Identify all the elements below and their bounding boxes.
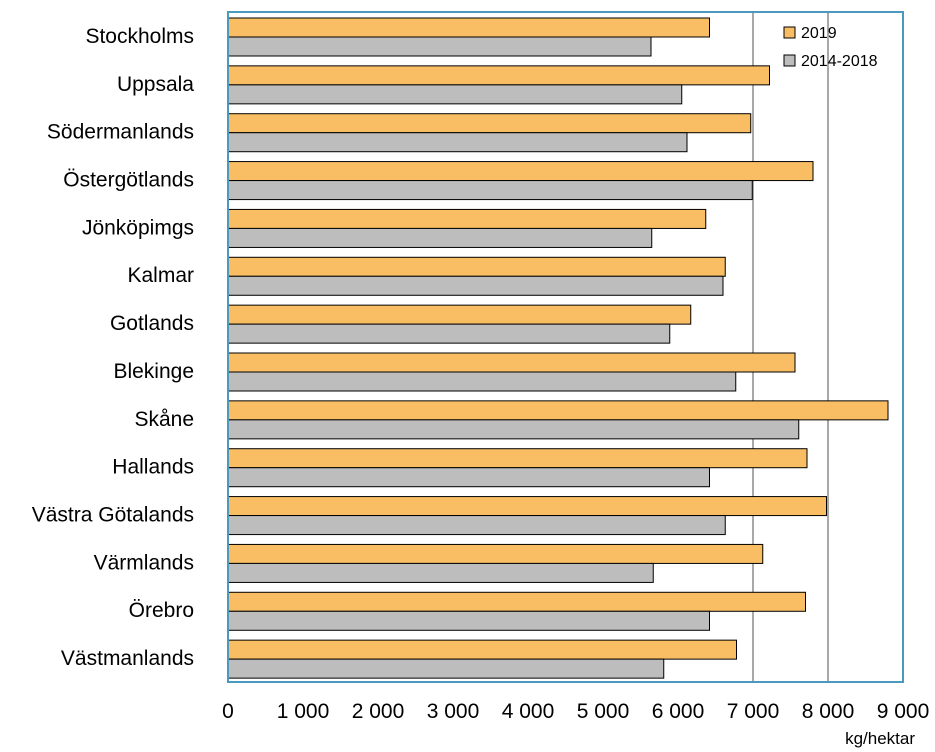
category-label: Uppsala [117, 73, 194, 96]
bar-current-8 [227, 400, 889, 421]
category-labels: Stockholms Uppsala Södermanlands Östergötla… [32, 25, 195, 670]
bar-average-1 [227, 84, 683, 105]
x-tick-label: 8 000 [802, 700, 855, 723]
bar-average-13 [227, 658, 665, 679]
bar-current-0 [227, 17, 710, 38]
bar-average-9 [227, 467, 710, 488]
bar-current-2 [227, 113, 752, 134]
category-label: Västra Götalands [32, 504, 194, 527]
x-axis-unit-label: kg/hektar [845, 729, 915, 748]
bar-current-6 [227, 304, 692, 325]
category-label: Hallands [112, 456, 194, 479]
grid-lines [752, 12, 829, 682]
category-label: Skåne [134, 408, 194, 431]
bar-average-12 [227, 610, 710, 631]
plot-frame [227, 11, 904, 683]
category-label: Blekinge [113, 360, 194, 383]
category-label: Östergötlands [63, 169, 194, 192]
legend-swatch-0 [783, 26, 796, 39]
x-tick-label: 9 000 [877, 700, 930, 723]
bar-average-8 [227, 419, 800, 440]
x-tick-label: 3 000 [427, 700, 480, 723]
bar-average-2 [227, 132, 688, 153]
bar-current-10 [227, 496, 827, 517]
bar-current-7 [227, 352, 796, 373]
x-tick-label: 1 000 [277, 700, 330, 723]
bar-average-5 [227, 275, 724, 296]
legend-label-1: 2014-2018 [801, 53, 878, 70]
category-label: Gotlands [110, 312, 194, 335]
bar-current-13 [227, 639, 737, 660]
bar-current-1 [227, 65, 770, 86]
bars [227, 17, 889, 679]
bar-current-12 [227, 591, 806, 612]
x-tick-label: 4 000 [502, 700, 555, 723]
bar-average-7 [227, 371, 737, 392]
category-label: Kalmar [127, 264, 194, 287]
bar-current-9 [227, 448, 808, 469]
x-tick-label: 7 000 [727, 700, 780, 723]
bar-average-10 [227, 515, 726, 536]
bar-average-3 [227, 180, 753, 201]
legend: 2019 2014-2018 [783, 25, 878, 70]
x-tick-labels: 0 1 000 2 000 3 000 4 000 5 000 6 000 7 000 8 00… [222, 700, 929, 723]
category-label: Stockholms [85, 25, 194, 48]
legend-label-0: 2019 [801, 25, 837, 42]
bar-average-4 [227, 227, 653, 248]
x-tick-label: 5 000 [577, 700, 630, 723]
category-label: Södermanlands [47, 121, 194, 144]
bar-current-4 [227, 208, 707, 229]
x-tick-label: 6 000 [652, 700, 705, 723]
legend-swatch-1 [783, 54, 796, 67]
bar-current-11 [227, 543, 764, 564]
category-label: Värmlands [94, 551, 194, 574]
category-label: Västmanlands [61, 647, 194, 670]
bar-average-6 [227, 323, 671, 344]
bar-current-5 [227, 256, 726, 277]
bar-current-3 [227, 161, 814, 182]
category-label: Jönköpimgs [82, 216, 194, 239]
x-tick-label: 0 [222, 700, 234, 723]
bar-average-11 [227, 562, 654, 583]
category-label: Örebro [129, 599, 194, 622]
bar-average-0 [227, 36, 652, 57]
x-tick-label: 2 000 [352, 700, 405, 723]
